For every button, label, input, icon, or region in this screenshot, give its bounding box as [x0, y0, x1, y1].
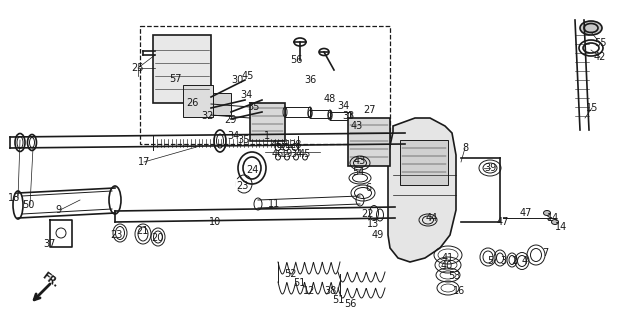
Text: 1: 1: [264, 131, 270, 141]
Text: 14: 14: [555, 222, 567, 232]
Text: 5: 5: [487, 256, 493, 266]
Bar: [183, 85, 213, 117]
Text: 53: 53: [448, 271, 460, 281]
Bar: [285, 107, 310, 117]
Text: 40: 40: [441, 261, 453, 271]
Text: 12: 12: [303, 286, 316, 296]
Bar: [348, 118, 390, 166]
Text: 43: 43: [351, 121, 363, 131]
Text: 51: 51: [332, 295, 344, 305]
Text: 49: 49: [372, 230, 384, 240]
Text: 52: 52: [284, 269, 296, 279]
Text: 14: 14: [547, 213, 559, 223]
Ellipse shape: [584, 23, 598, 33]
Bar: [250, 103, 285, 141]
Text: FR.: FR.: [40, 271, 60, 289]
Text: 34: 34: [290, 149, 302, 159]
Text: 16: 16: [453, 286, 465, 296]
Text: 45: 45: [242, 71, 254, 81]
Text: 25: 25: [132, 63, 144, 73]
Bar: [213, 93, 231, 115]
Text: 27: 27: [363, 105, 375, 115]
Text: 13: 13: [367, 219, 379, 229]
Text: 20: 20: [151, 233, 163, 243]
Text: 37: 37: [44, 239, 56, 249]
Text: 39: 39: [484, 163, 496, 173]
Text: 17: 17: [138, 157, 150, 167]
Text: 51: 51: [293, 278, 305, 288]
Text: 36: 36: [304, 75, 316, 85]
Text: 44: 44: [426, 213, 438, 223]
Text: 48: 48: [324, 94, 336, 104]
Ellipse shape: [580, 21, 602, 35]
Text: 10: 10: [209, 217, 221, 227]
Text: 34: 34: [240, 90, 252, 100]
Text: 8: 8: [462, 143, 468, 153]
Text: 43: 43: [354, 156, 366, 166]
Text: 28: 28: [289, 140, 301, 150]
Text: 46: 46: [272, 149, 284, 159]
Text: 21: 21: [136, 226, 148, 236]
Text: 15: 15: [586, 103, 598, 113]
Text: 26: 26: [186, 98, 198, 108]
Text: 7: 7: [542, 248, 548, 258]
Text: 23: 23: [236, 181, 248, 191]
Text: 56: 56: [344, 299, 356, 309]
Text: 33: 33: [342, 111, 354, 121]
Bar: [153, 35, 211, 103]
Text: 29: 29: [224, 115, 236, 125]
Text: 35: 35: [248, 102, 260, 112]
Text: 54: 54: [352, 167, 364, 177]
Text: 42: 42: [594, 52, 606, 62]
Text: 57: 57: [168, 74, 181, 84]
Bar: [310, 110, 330, 118]
Text: 6: 6: [365, 183, 371, 193]
Text: 23: 23: [110, 230, 122, 240]
Text: 47: 47: [520, 208, 532, 218]
Text: 55: 55: [594, 38, 606, 48]
Bar: [140, 26, 390, 144]
Text: 22: 22: [362, 209, 374, 219]
Text: 4: 4: [522, 256, 528, 266]
Text: 19: 19: [281, 149, 293, 159]
Ellipse shape: [543, 211, 550, 215]
Text: 34: 34: [227, 131, 239, 141]
Text: 32: 32: [201, 111, 213, 121]
Text: 46: 46: [271, 140, 283, 150]
Text: 11: 11: [268, 199, 280, 209]
Text: 56: 56: [290, 55, 302, 65]
Text: 50: 50: [22, 200, 34, 210]
Text: 18: 18: [8, 193, 20, 203]
Text: 24: 24: [246, 165, 258, 175]
Text: 38: 38: [324, 286, 336, 296]
Text: 2: 2: [511, 256, 517, 266]
Bar: [330, 112, 350, 120]
Text: 35: 35: [238, 135, 250, 145]
Text: 30: 30: [231, 75, 243, 85]
Text: 45: 45: [299, 149, 311, 159]
Polygon shape: [388, 118, 456, 262]
Text: 9: 9: [55, 205, 61, 215]
Ellipse shape: [551, 220, 558, 225]
Text: 3: 3: [500, 256, 506, 266]
Text: 41: 41: [442, 253, 454, 263]
Bar: [400, 140, 448, 185]
Text: 31: 31: [279, 140, 291, 150]
Text: 47: 47: [497, 217, 509, 227]
Text: 34: 34: [337, 101, 349, 111]
